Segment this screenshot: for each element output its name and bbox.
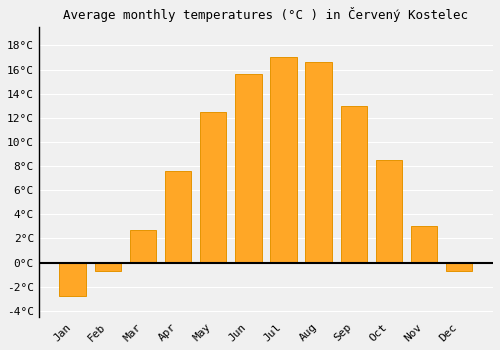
Bar [270,57,296,262]
Bar [200,112,226,262]
Bar [130,230,156,262]
Bar [235,74,262,262]
Bar [411,226,438,262]
Bar [94,262,121,271]
Bar [376,160,402,262]
Bar [306,62,332,262]
Title: Average monthly temperatures (°C ) in Červený Kostelec: Average monthly temperatures (°C ) in Če… [64,7,468,22]
Bar [60,262,86,296]
Bar [446,262,472,271]
Bar [340,106,367,262]
Bar [165,171,191,262]
